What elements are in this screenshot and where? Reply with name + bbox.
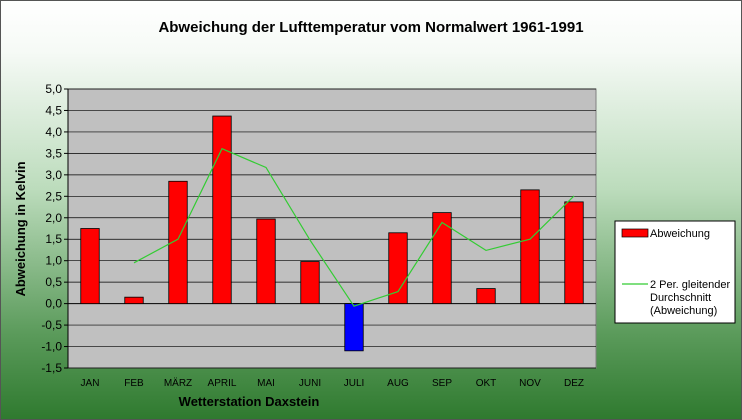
y-axis-title: Abweichung in Kelvin (13, 161, 28, 296)
x-tick-label: MÄRZ (164, 377, 192, 389)
x-tick-label: JAN (81, 378, 100, 389)
y-tick-label: 4,5 (45, 103, 62, 117)
y-tick-label: 3,0 (45, 168, 62, 182)
bar-juni (300, 261, 320, 305)
x-tick-label: NOV (519, 378, 541, 389)
chart-title: Abweichung der Lufttemperatur vom Normal… (158, 19, 583, 36)
x-tick-label: JUNI (299, 378, 321, 389)
y-tick-label: 4,0 (45, 125, 62, 139)
gridlines (68, 88, 596, 369)
legend-label-line-3: (Abweichung) (650, 305, 717, 317)
bar-series (80, 115, 584, 352)
x-tick-label: AUG (387, 378, 409, 389)
bar-jan (80, 228, 100, 305)
x-tick-label: MAI (257, 378, 275, 389)
x-tick-label: DEZ (564, 378, 584, 389)
y-tick-label: 0,0 (45, 297, 62, 311)
y-tick-label: 2,5 (45, 189, 62, 203)
y-tick-label: 1,5 (45, 232, 62, 246)
bar-nov (520, 189, 540, 305)
x-tick-label: SEP (432, 378, 452, 389)
bar-okt (476, 288, 496, 305)
x-tick-label: JULI (344, 378, 365, 389)
y-tick-label: 5,0 (45, 82, 62, 96)
legend-box (614, 220, 736, 324)
x-tick-label: OKT (476, 378, 497, 389)
bar-dez (564, 201, 584, 305)
y-tick-label: -1,5 (41, 361, 62, 375)
legend-label-line-1: 2 Per. gleitender (650, 279, 730, 291)
y-tick-label: 2,0 (45, 211, 62, 225)
bar-juli (344, 303, 364, 352)
y-tick-label: -1,0 (41, 340, 62, 354)
x-axis-title: Wetterstation Daxstein (179, 394, 320, 409)
x-axis-ticks: JAN FEB MÄRZ APRIL MAI JUNI JULI AUG SEP OKT NOV DE… (81, 377, 584, 389)
legend-label-bars: Abweichung (650, 228, 710, 240)
legend: Abweichung 2 Per. gleitender Durchschnit… (614, 220, 736, 324)
legend-bar-swatch (621, 228, 649, 238)
legend-label-line-2: Durchschnitt (650, 292, 711, 304)
plot-area (67, 88, 597, 369)
y-tick-label: 3,5 (45, 146, 62, 160)
x-tick-label: FEB (124, 378, 144, 389)
y-tick-label: -0,5 (41, 318, 62, 332)
y-tick-label: 1,0 (45, 254, 62, 268)
moving-average-line (133, 147, 575, 307)
bar-aug (388, 232, 408, 305)
bar-mai (256, 218, 276, 305)
bar-märz (168, 180, 188, 305)
bar-feb (124, 296, 144, 305)
y-tick-label: 0,5 (45, 275, 62, 289)
x-tick-label: APRIL (208, 378, 237, 389)
bar-sep (432, 212, 452, 305)
bar-april (212, 115, 232, 305)
moving-average-series (133, 147, 575, 307)
y-axis-ticks: -1,5 -1,0 -0,5 0,0 0,5 1,0 1,5 2,0 2,5 3,0 3,5 4,0 4… (41, 82, 69, 375)
